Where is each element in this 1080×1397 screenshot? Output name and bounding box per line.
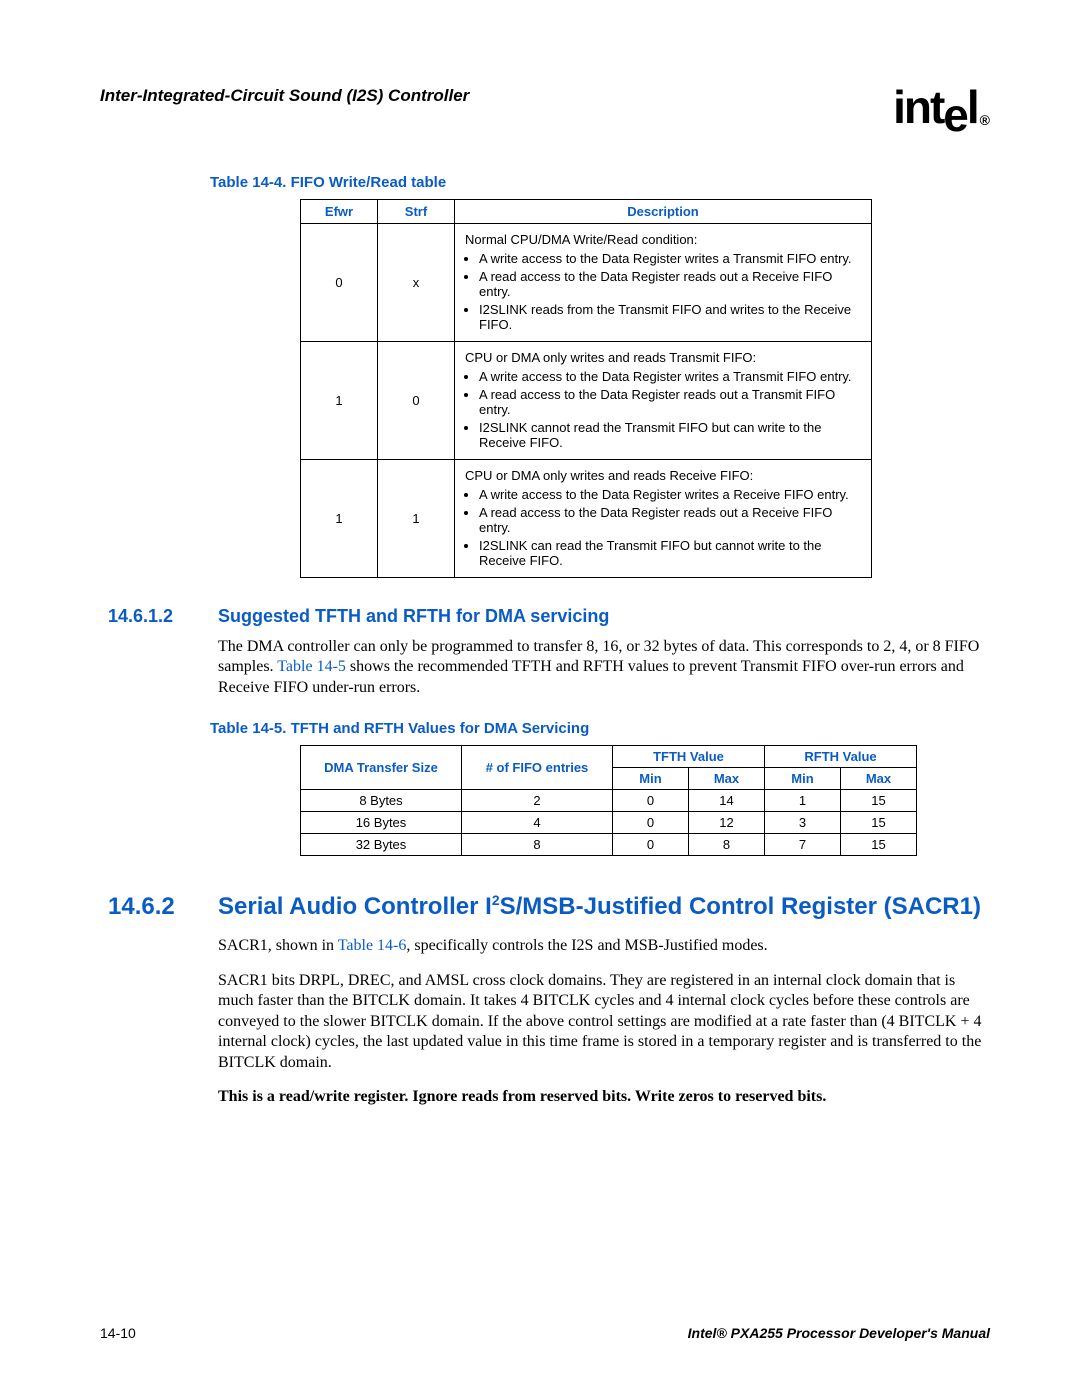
- cell-size: 16 Bytes: [301, 812, 462, 834]
- footer-page-number: 14-10: [100, 1325, 136, 1341]
- cell-efwr: 0: [301, 224, 378, 342]
- desc-lead: CPU or DMA only writes and reads Transmi…: [465, 350, 861, 365]
- cell-rmin: 3: [765, 812, 841, 834]
- table-row: 8 Bytes 2 0 14 1 15: [301, 790, 917, 812]
- cell-rmin: 7: [765, 834, 841, 856]
- cell-strf: 1: [378, 460, 455, 578]
- heading-14-6-1-2: 14.6.1.2 Suggested TFTH and RFTH for DMA…: [100, 606, 990, 627]
- list-item: A write access to the Data Register writ…: [479, 251, 861, 266]
- cell-entries: 4: [462, 812, 613, 834]
- col-tfth: TFTH Value: [613, 746, 765, 768]
- col-dma-size: DMA Transfer Size: [301, 746, 462, 790]
- registered-mark: ®: [980, 112, 990, 128]
- cell-description: CPU or DMA only writes and reads Transmi…: [455, 342, 872, 460]
- cell-entries: 2: [462, 790, 613, 812]
- col-rfth: RFTH Value: [765, 746, 917, 768]
- table-row: 1 0 CPU or DMA only writes and reads Tra…: [301, 342, 872, 460]
- title-post: S/MSB-Justified Control Register (SACR1): [500, 893, 981, 920]
- cell-rmin: 1: [765, 790, 841, 812]
- cell-description: CPU or DMA only writes and reads Receive…: [455, 460, 872, 578]
- cell-tmin: 0: [613, 812, 689, 834]
- paragraph: SACR1 bits DRPL, DREC, and AMSL cross cl…: [218, 971, 990, 1073]
- heading-14-6-2: 14.6.2 Serial Audio Controller I2S/MSB-J…: [100, 892, 990, 922]
- list-item: A write access to the Data Register writ…: [479, 487, 861, 502]
- intel-logo: intel®: [893, 80, 990, 134]
- desc-lead: CPU or DMA only writes and reads Receive…: [465, 468, 861, 483]
- title-pre: Serial Audio Controller I: [218, 893, 492, 920]
- desc-list: A write access to the Data Register writ…: [479, 369, 861, 450]
- cell-size: 8 Bytes: [301, 790, 462, 812]
- cell-tmax: 14: [689, 790, 765, 812]
- header-title: Inter-Integrated-Circuit Sound (I2S) Con…: [100, 86, 469, 106]
- table-14-4-caption: Table 14-4. FIFO Write/Read table: [210, 174, 990, 191]
- list-item: A write access to the Data Register writ…: [479, 369, 861, 384]
- section-number: 14.6.2: [108, 893, 218, 921]
- cell-tmin: 0: [613, 834, 689, 856]
- desc-lead: Normal CPU/DMA Write/Read condition:: [465, 232, 861, 247]
- link-table-14-6[interactable]: Table 14-6: [338, 937, 407, 954]
- table-row: Efwr Strf Description: [301, 200, 872, 224]
- col-tfth-max: Max: [689, 768, 765, 790]
- desc-list: A write access to the Data Register writ…: [479, 487, 861, 568]
- para-text: , specifically controls the I2S and MSB-…: [406, 937, 767, 954]
- col-tfth-min: Min: [613, 768, 689, 790]
- cell-rmax: 15: [841, 834, 917, 856]
- paragraph: The DMA controller can only be programme…: [218, 637, 990, 698]
- page: Inter-Integrated-Circuit Sound (I2S) Con…: [0, 0, 1080, 1397]
- cell-strf: 0: [378, 342, 455, 460]
- list-item: I2SLINK cannot read the Transmit FIFO bu…: [479, 420, 861, 450]
- page-footer: 14-10 Intel® PXA255 Processor Developer'…: [100, 1325, 990, 1341]
- desc-list: A write access to the Data Register writ…: [479, 251, 861, 332]
- intel-logo-text: intel: [893, 81, 978, 141]
- table-row: 32 Bytes 8 0 8 7 15: [301, 834, 917, 856]
- col-description: Description: [455, 200, 872, 224]
- col-strf: Strf: [378, 200, 455, 224]
- title-sup: 2: [492, 892, 500, 908]
- list-item: A read access to the Data Register reads…: [479, 269, 861, 299]
- page-header: Inter-Integrated-Circuit Sound (I2S) Con…: [100, 80, 990, 134]
- table-row: DMA Transfer Size # of FIFO entries TFTH…: [301, 746, 917, 768]
- section-number: 14.6.1.2: [108, 606, 218, 627]
- cell-tmin: 0: [613, 790, 689, 812]
- para-text: SACR1, shown in: [218, 937, 338, 954]
- footer-manual-title: Intel® PXA255 Processor Developer's Manu…: [688, 1325, 990, 1341]
- cell-tmax: 12: [689, 812, 765, 834]
- cell-rmax: 15: [841, 790, 917, 812]
- col-rfth-max: Max: [841, 768, 917, 790]
- table-row: 0 x Normal CPU/DMA Write/Read condition:…: [301, 224, 872, 342]
- paragraph: SACR1, shown in Table 14-6, specifically…: [218, 936, 990, 956]
- col-fifo-entries: # of FIFO entries: [462, 746, 613, 790]
- list-item: A read access to the Data Register reads…: [479, 387, 861, 417]
- cell-strf: x: [378, 224, 455, 342]
- cell-efwr: 1: [301, 342, 378, 460]
- table-14-5: DMA Transfer Size # of FIFO entries TFTH…: [300, 745, 917, 856]
- cell-entries: 8: [462, 834, 613, 856]
- cell-size: 32 Bytes: [301, 834, 462, 856]
- section-title: Suggested TFTH and RFTH for DMA servicin…: [218, 606, 609, 627]
- paragraph-bold: This is a read/write register. Ignore re…: [218, 1087, 990, 1107]
- list-item: I2SLINK reads from the Transmit FIFO and…: [479, 302, 861, 332]
- table-row: 1 1 CPU or DMA only writes and reads Rec…: [301, 460, 872, 578]
- link-table-14-5[interactable]: Table 14-5: [277, 658, 346, 675]
- table-14-5-caption: Table 14-5. TFTH and RFTH Values for DMA…: [210, 720, 990, 737]
- cell-description: Normal CPU/DMA Write/Read condition: A w…: [455, 224, 872, 342]
- table-14-4: Efwr Strf Description 0 x Normal CPU/DMA…: [300, 199, 872, 578]
- cell-efwr: 1: [301, 460, 378, 578]
- table-row: 16 Bytes 4 0 12 3 15: [301, 812, 917, 834]
- list-item: I2SLINK can read the Transmit FIFO but c…: [479, 538, 861, 568]
- col-efwr: Efwr: [301, 200, 378, 224]
- cell-tmax: 8: [689, 834, 765, 856]
- section-title: Serial Audio Controller I2S/MSB-Justifie…: [218, 892, 981, 922]
- cell-rmax: 15: [841, 812, 917, 834]
- col-rfth-min: Min: [765, 768, 841, 790]
- list-item: A read access to the Data Register reads…: [479, 505, 861, 535]
